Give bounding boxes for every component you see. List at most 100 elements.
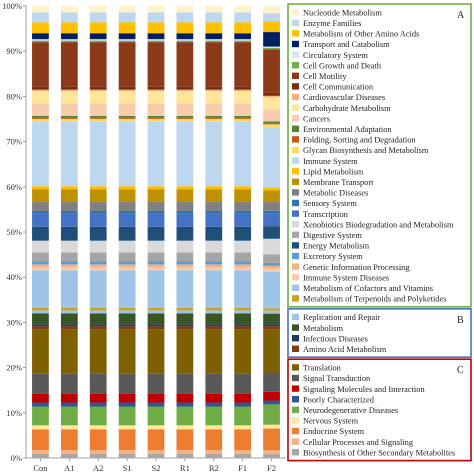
bar-segment [263, 265, 280, 269]
bar-segment [89, 42, 107, 87]
bar-segment [60, 329, 78, 374]
bar-segment [234, 252, 252, 262]
bar-segment [147, 91, 165, 104]
bar-segment [234, 406, 252, 426]
bar-segment [32, 33, 49, 40]
bar-segment [205, 252, 223, 262]
bar-segment [176, 42, 194, 87]
bar-segment [176, 429, 194, 451]
bar-segment [147, 326, 165, 330]
legend-group-label: A [457, 10, 465, 21]
bar-segment [234, 121, 252, 187]
legend-item-label: Cell Communication [303, 83, 374, 92]
bar-segment [32, 40, 49, 43]
bar-segment [89, 115, 107, 118]
bar-segment [118, 210, 136, 214]
legend-swatch [292, 284, 299, 291]
bar-segment [89, 121, 107, 187]
bar-segment [118, 86, 136, 90]
legend-item-label: Metabolism of Cofactors and Vitamins [303, 284, 433, 293]
bar-segment [89, 329, 107, 374]
legend-item-label: Signal Transduction [303, 374, 371, 383]
bar-segment [176, 86, 194, 90]
bar-segment [147, 202, 165, 211]
bar-segment [32, 393, 49, 403]
x-tick-label: S1 [123, 463, 132, 473]
bar-segment [89, 39, 107, 41]
bar-segment [32, 91, 49, 104]
bar-segment [205, 33, 223, 40]
bar-segment [60, 33, 78, 40]
bar-segment [263, 424, 280, 429]
bar-segment [234, 324, 252, 327]
legend-swatch [292, 146, 299, 154]
legend-swatch [292, 242, 299, 249]
bar-segment [89, 310, 107, 314]
bar-segment [89, 307, 107, 311]
bar-segment [205, 373, 223, 394]
bar-segment [176, 213, 194, 227]
bar-segment [176, 324, 194, 327]
bar-segment [176, 91, 194, 104]
bar-segment [263, 122, 280, 125]
bar-segment [234, 42, 252, 87]
legend-item-label: Endocrine System [303, 427, 365, 436]
bar-segment [147, 115, 165, 118]
bar-segment [263, 450, 280, 455]
bar-segment [32, 307, 49, 311]
bar-segment [32, 402, 49, 407]
legend-swatch [292, 199, 299, 207]
bar-segment [263, 95, 280, 98]
bar-segment [176, 103, 194, 116]
legend-item-label: Excretory System [303, 252, 363, 261]
bar-segment [263, 109, 280, 122]
legend-item-label: Poorly Characterized [303, 395, 375, 404]
bar-segment [32, 115, 49, 118]
bar-segment [32, 117, 49, 119]
bar-segment [118, 406, 136, 426]
bar-segment [263, 213, 280, 227]
bar-segment [118, 324, 136, 327]
bar-segment [147, 210, 165, 214]
bar-segment [205, 210, 223, 214]
bar-segment [234, 12, 252, 23]
bar-segment [147, 42, 165, 87]
bar-segment [32, 267, 49, 271]
bar-segment [32, 240, 49, 253]
legend-swatch [292, 252, 299, 260]
legend-item-label: Biosynthesis of Other Secondary Metaboli… [303, 448, 455, 457]
bar-segment [176, 22, 194, 34]
y-tick-label: 20% [6, 363, 22, 373]
legend-swatch [292, 231, 299, 238]
bar-segment [118, 326, 136, 330]
legend-item-label: Digestive System [303, 231, 362, 240]
bar-segment [32, 39, 49, 41]
bar-segment [60, 270, 78, 308]
bar-segment [205, 6, 223, 13]
bar-segment [118, 186, 136, 190]
bar-segment [89, 12, 107, 23]
bar-segment [32, 313, 49, 325]
bar-segment [205, 117, 223, 119]
legend-item-label: Circulatory System [303, 51, 368, 60]
bar-segment [205, 39, 223, 41]
bar-segment [176, 454, 194, 458]
bar-segment [118, 22, 136, 34]
bar-segment [89, 6, 107, 13]
x-tick-label: A1 [64, 463, 74, 473]
legend-swatch [292, 93, 299, 101]
bar-segment [176, 210, 194, 214]
bar-segment [205, 425, 223, 430]
legend-swatch [292, 178, 299, 185]
legend-swatch [292, 72, 299, 79]
bar-segment [118, 89, 136, 92]
bar-segment [32, 6, 49, 13]
bar-segment [89, 267, 107, 271]
bar-segment [234, 202, 252, 211]
bar-segment [234, 373, 252, 394]
bar-segment [263, 372, 280, 392]
bar-segment [205, 91, 223, 104]
legend-swatch [292, 40, 299, 48]
bar-segment [234, 226, 252, 241]
